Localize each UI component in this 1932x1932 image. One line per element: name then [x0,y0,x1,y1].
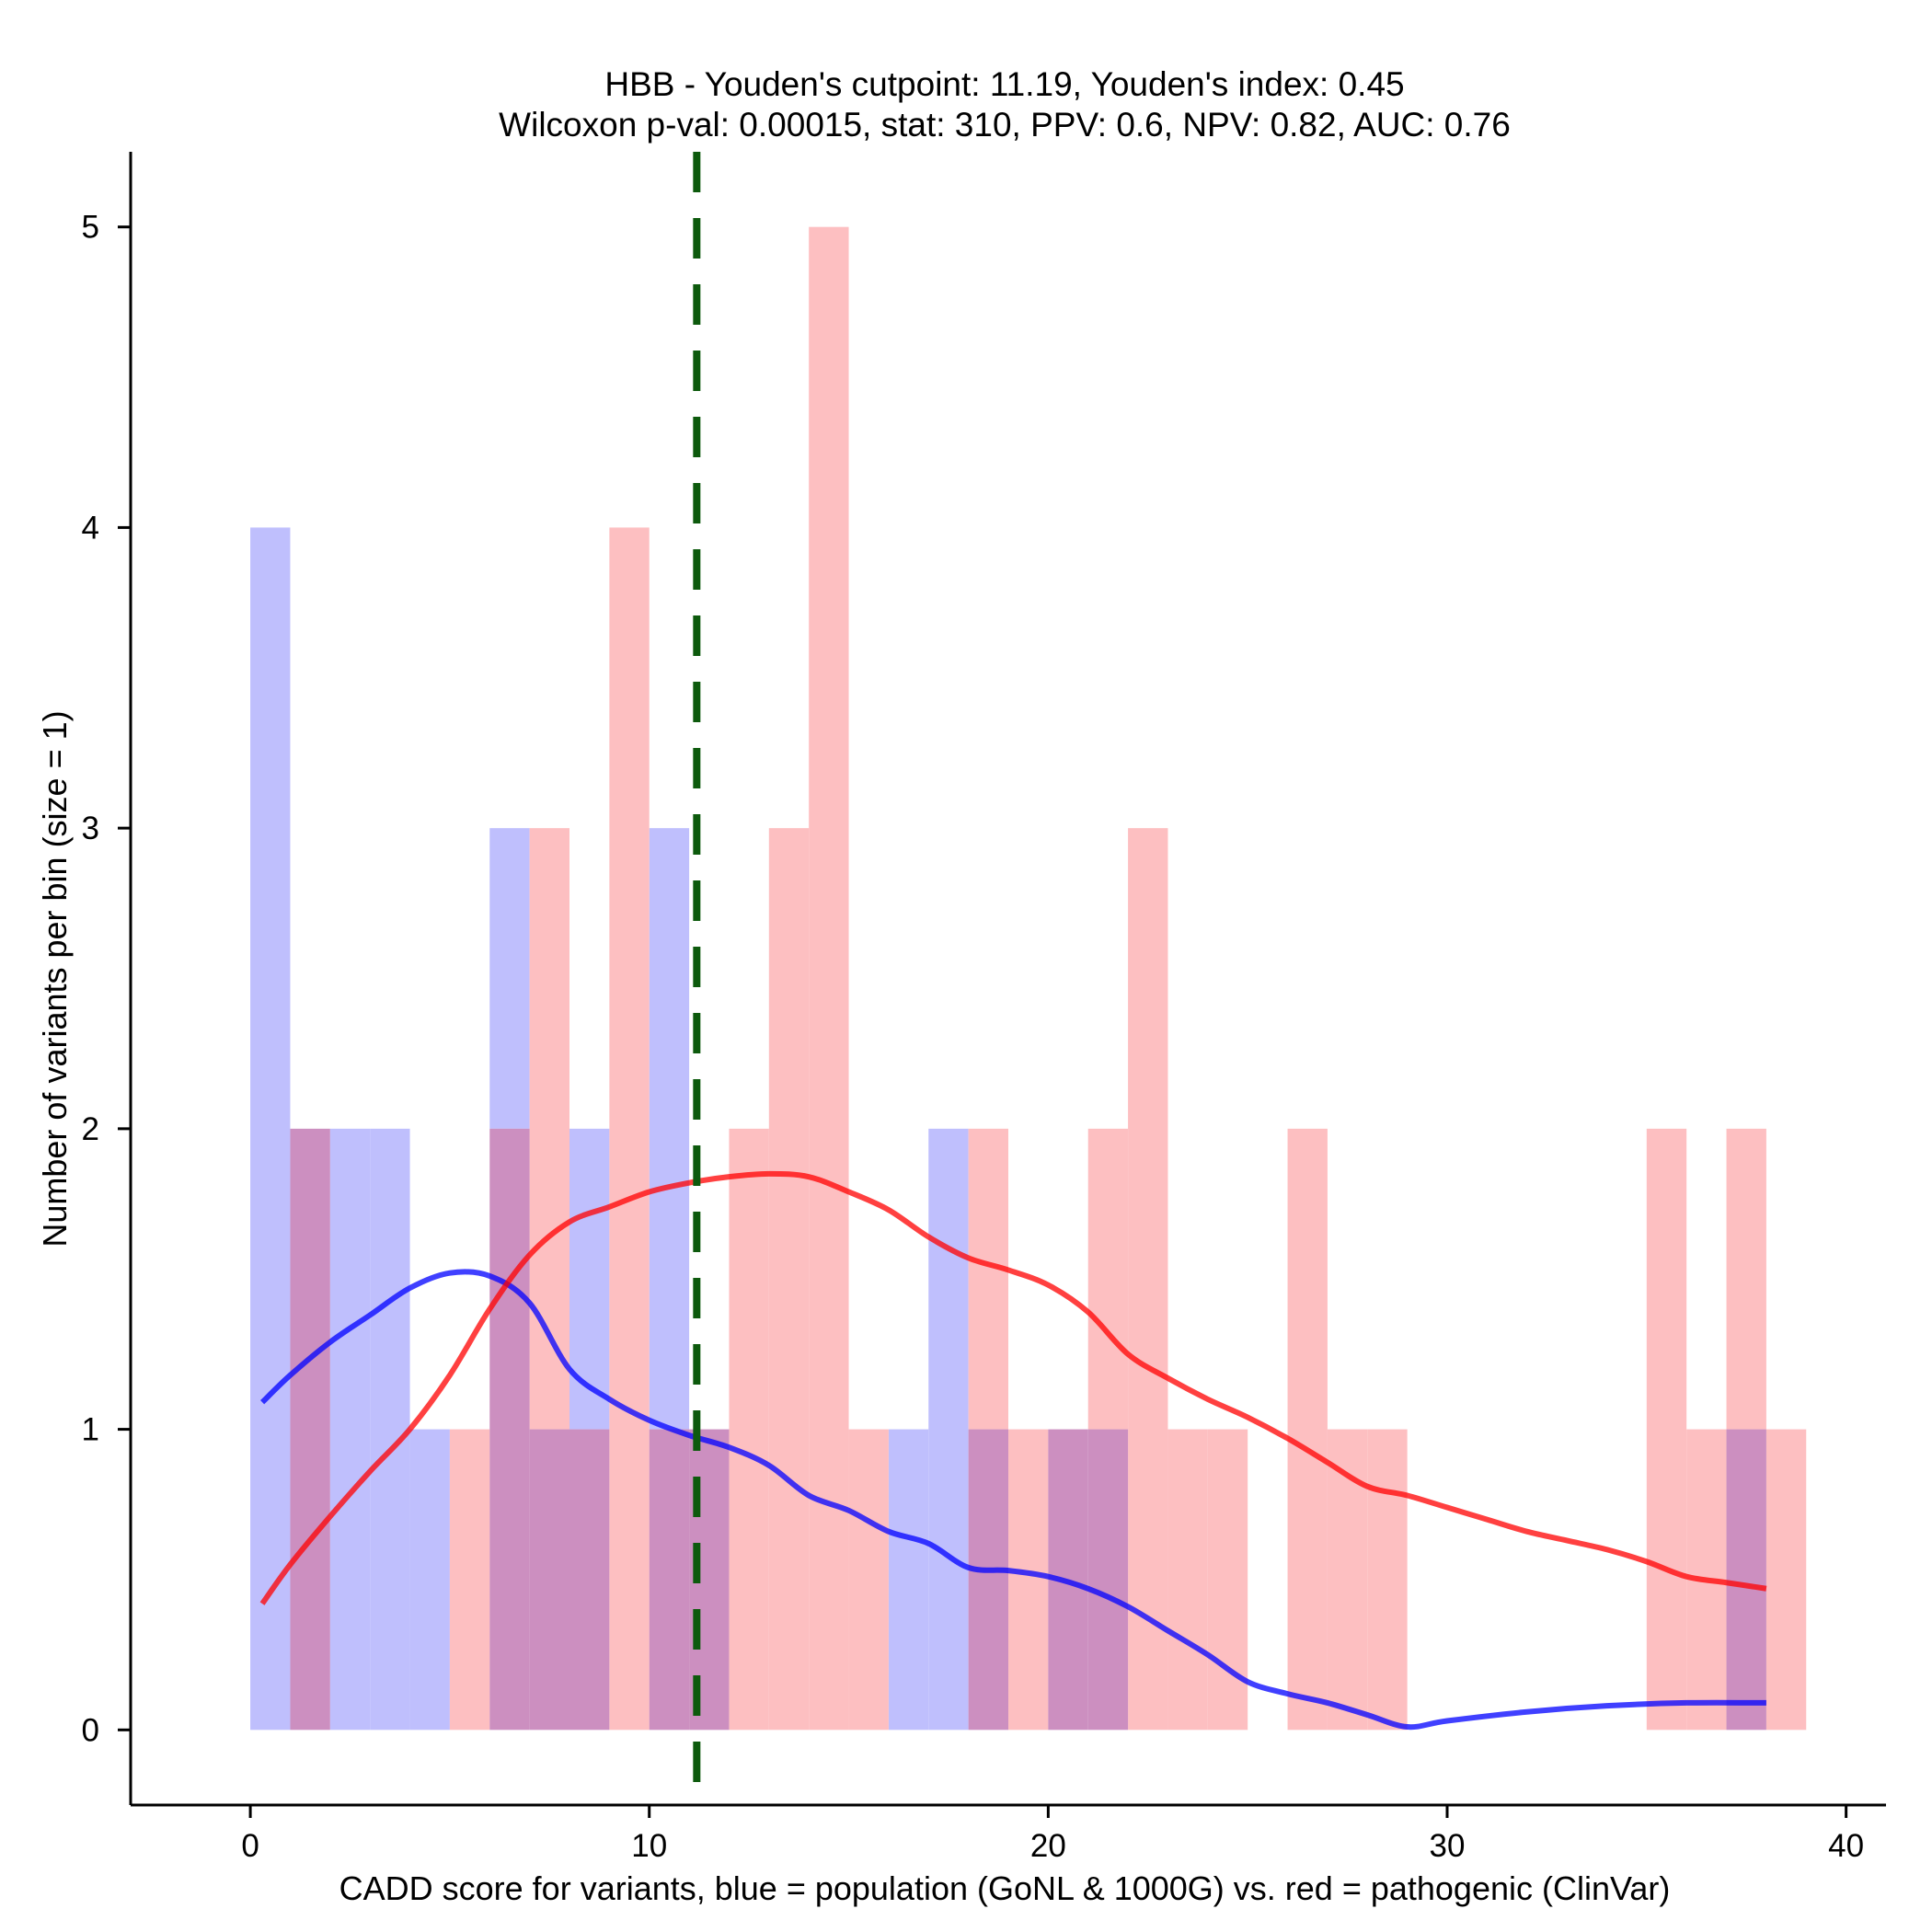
population-bar [489,828,530,1129]
pathogenic-bar [609,527,650,1731]
pathogenic-bar [1367,1429,1408,1731]
x-tick-label: 30 [1430,1828,1466,1864]
pathogenic-bar [1167,1429,1208,1731]
population-bar [928,1128,969,1731]
pathogenic-bar [1008,1429,1049,1731]
population-density-curve [260,1269,1766,1731]
pathogenic-bar [1287,1128,1328,1731]
pathogenic-bar [1765,1429,1807,1731]
pathogenic-bar [529,828,569,1430]
y-tick-label: 3 [82,811,99,846]
x-tick-label: 20 [1030,1828,1066,1864]
overlap-bar [649,1429,690,1731]
overlap-bar [1087,1429,1129,1731]
y-tick-label: 1 [82,1412,99,1448]
y-axis-label: Number of variants per bin (size = 1) [36,710,74,1247]
overlap-bar [529,1429,569,1731]
pathogenic-bar [1207,1429,1248,1731]
pathogenic-bar [809,226,849,1731]
pathogenic-bar [1087,1128,1129,1430]
population-bar [409,1429,450,1731]
y-axis-ticks: 0 1 2 3 4 5 [82,210,131,1748]
population-bar [250,527,291,1731]
pathogenic-bars [449,226,1807,1731]
pathogenic-density-curve [259,1170,1767,1605]
x-tick-label: 10 [631,1828,667,1864]
overlap-bar [569,1429,610,1731]
x-tick-label: 40 [1828,1828,1864,1864]
population-bar [649,828,690,1430]
pathogenic-bar [449,1429,490,1731]
overlap-bar [290,1128,330,1731]
y-tick-label: 5 [82,210,99,246]
population-bars [250,527,969,1731]
pathogenic-bar [729,1128,769,1731]
pathogenic-bar [1327,1429,1368,1731]
pathogenic-bar [768,828,810,1731]
y-tick-label: 0 [82,1712,99,1748]
overlap-bar [968,1429,1008,1731]
chart-subtitle: Wilcoxon p-val: 0.00015, stat: 310, PPV:… [499,106,1511,144]
pathogenic-bar [968,1128,1008,1430]
y-tick-label: 4 [82,510,99,546]
population-bar [370,1128,410,1731]
overlap-bar [1726,1429,1766,1731]
x-tick-label: 0 [241,1828,259,1864]
x-axis-ticks: 0 10 20 30 40 [241,1805,1864,1864]
pathogenic-bar [1128,828,1168,1731]
population-bar [329,1128,371,1731]
population-bar [888,1429,929,1731]
pathogenic-bar [848,1429,889,1731]
y-tick-label: 2 [82,1111,99,1147]
x-axis-label: CADD score for variants, blue = populati… [339,1869,1671,1907]
overlap-bar [489,1128,530,1731]
chart-title: HBB - Youden's cutpoint: 11.19, Youden's… [604,65,1404,103]
pathogenic-bar [1646,1128,1687,1731]
pathogenic-bar [1726,1128,1766,1430]
